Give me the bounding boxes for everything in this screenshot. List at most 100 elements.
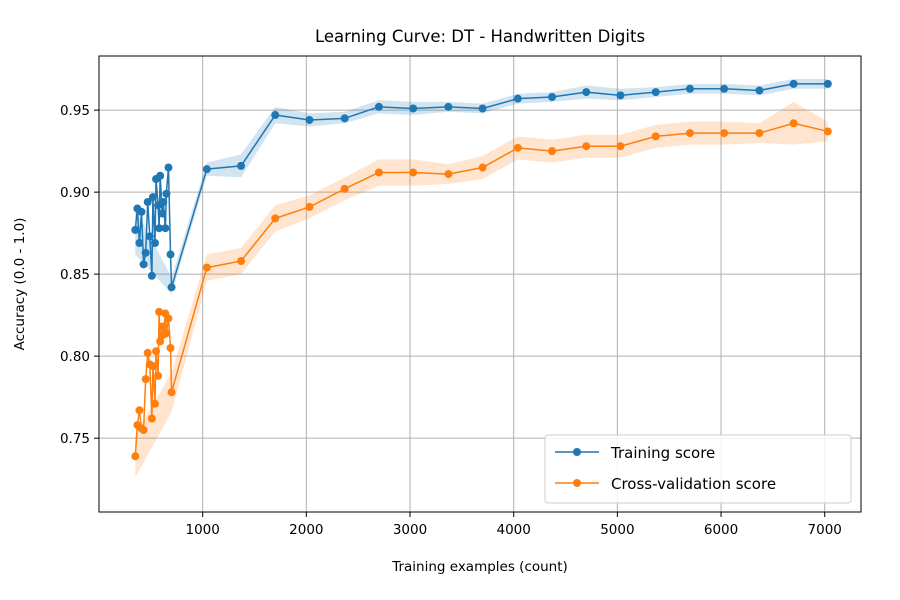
legend-box — [544, 434, 852, 504]
point-training — [651, 88, 660, 97]
point-cross-validation — [237, 257, 246, 266]
point-training — [823, 79, 832, 88]
y-tick-label: 0.75 — [60, 431, 90, 447]
grid-lines — [99, 56, 861, 512]
point-cross-validation — [755, 129, 764, 138]
point-cross-validation — [444, 170, 453, 179]
legend: Training score Cross-validation score — [544, 434, 852, 504]
point-training — [150, 238, 159, 247]
point-cross-validation — [720, 129, 729, 138]
point-training — [166, 250, 175, 259]
band-cross-validation — [135, 101, 828, 478]
point-cross-validation — [202, 263, 211, 272]
point-cross-validation — [478, 163, 487, 172]
legend-label-training: Training score — [610, 444, 715, 462]
point-cross-validation — [582, 142, 591, 151]
point-training — [720, 84, 729, 93]
point-cross-validation — [154, 371, 163, 380]
point-training — [789, 79, 798, 88]
point-cross-validation — [131, 452, 140, 461]
point-training — [513, 94, 522, 103]
y-axis-ticks: 0.75 0.80 0.85 0.90 0.95 — [60, 103, 99, 447]
point-cross-validation — [139, 425, 148, 434]
x-tick-label: 6000 — [704, 522, 738, 538]
point-training — [340, 114, 349, 123]
point-training — [156, 171, 165, 180]
x-tick-label: 4000 — [497, 522, 531, 538]
x-tick-label: 3000 — [393, 522, 427, 538]
x-tick-label: 1000 — [185, 522, 219, 538]
point-training — [685, 84, 694, 93]
point-training — [131, 225, 140, 234]
confidence-bands — [135, 78, 828, 478]
point-cross-validation — [685, 129, 694, 138]
point-cross-validation — [167, 388, 176, 397]
point-training — [616, 91, 625, 100]
y-tick-label: 0.85 — [60, 267, 90, 283]
point-training — [548, 93, 557, 102]
point-training — [139, 260, 148, 269]
point-cross-validation — [651, 132, 660, 141]
point-cross-validation — [158, 322, 167, 331]
point-cross-validation — [147, 414, 156, 423]
point-training — [444, 102, 453, 111]
x-axis-ticks: 1000 2000 3000 4000 5000 6000 7000 — [185, 512, 842, 538]
point-cross-validation — [340, 184, 349, 193]
point-cross-validation — [164, 314, 173, 323]
series-points — [131, 79, 832, 461]
point-training — [305, 115, 314, 124]
point-training — [409, 104, 418, 113]
point-training — [478, 104, 487, 113]
point-training — [141, 248, 150, 257]
point-cross-validation — [143, 348, 152, 357]
point-training — [148, 193, 157, 202]
x-tick-label: 2000 — [289, 522, 323, 538]
x-tick-label: 7000 — [808, 522, 842, 538]
point-training — [162, 189, 171, 198]
legend-marker-cross-validation — [573, 479, 581, 487]
point-cross-validation — [823, 127, 832, 136]
point-cross-validation — [789, 119, 798, 128]
y-tick-label: 0.90 — [60, 185, 90, 201]
point-cross-validation — [513, 143, 522, 152]
point-cross-validation — [155, 307, 164, 316]
point-cross-validation — [135, 406, 144, 415]
point-training — [143, 197, 152, 206]
point-training — [167, 283, 176, 292]
point-training — [374, 102, 383, 111]
point-cross-validation — [152, 347, 161, 356]
point-cross-validation — [148, 362, 157, 371]
point-cross-validation — [548, 147, 557, 156]
point-training — [135, 238, 144, 247]
point-cross-validation — [166, 343, 175, 352]
point-training — [164, 163, 173, 172]
point-cross-validation — [374, 168, 383, 177]
point-cross-validation — [305, 202, 314, 211]
point-training — [202, 165, 211, 174]
point-training — [161, 224, 170, 233]
x-tick-label: 5000 — [600, 522, 634, 538]
point-training — [271, 111, 280, 120]
point-cross-validation — [409, 168, 418, 177]
point-training — [137, 207, 146, 216]
chart-title: Learning Curve: DT - Handwritten Digits — [315, 27, 645, 46]
point-training — [159, 197, 168, 206]
point-training — [147, 271, 156, 280]
point-cross-validation — [271, 214, 280, 223]
point-cross-validation — [141, 375, 150, 384]
point-training — [755, 86, 764, 95]
point-cross-validation — [156, 337, 165, 346]
legend-label-cross-validation: Cross-validation score — [611, 475, 776, 493]
point-training — [582, 88, 591, 97]
point-training — [145, 232, 154, 241]
y-axis-label: Accuracy (0.0 - 1.0) — [12, 218, 28, 351]
point-cross-validation — [616, 142, 625, 151]
point-training — [237, 161, 246, 170]
point-training — [155, 224, 164, 233]
legend-marker-training — [573, 448, 581, 456]
point-cross-validation — [162, 329, 171, 338]
point-training — [158, 209, 167, 218]
point-cross-validation — [150, 399, 159, 408]
y-tick-label: 0.80 — [60, 349, 90, 365]
